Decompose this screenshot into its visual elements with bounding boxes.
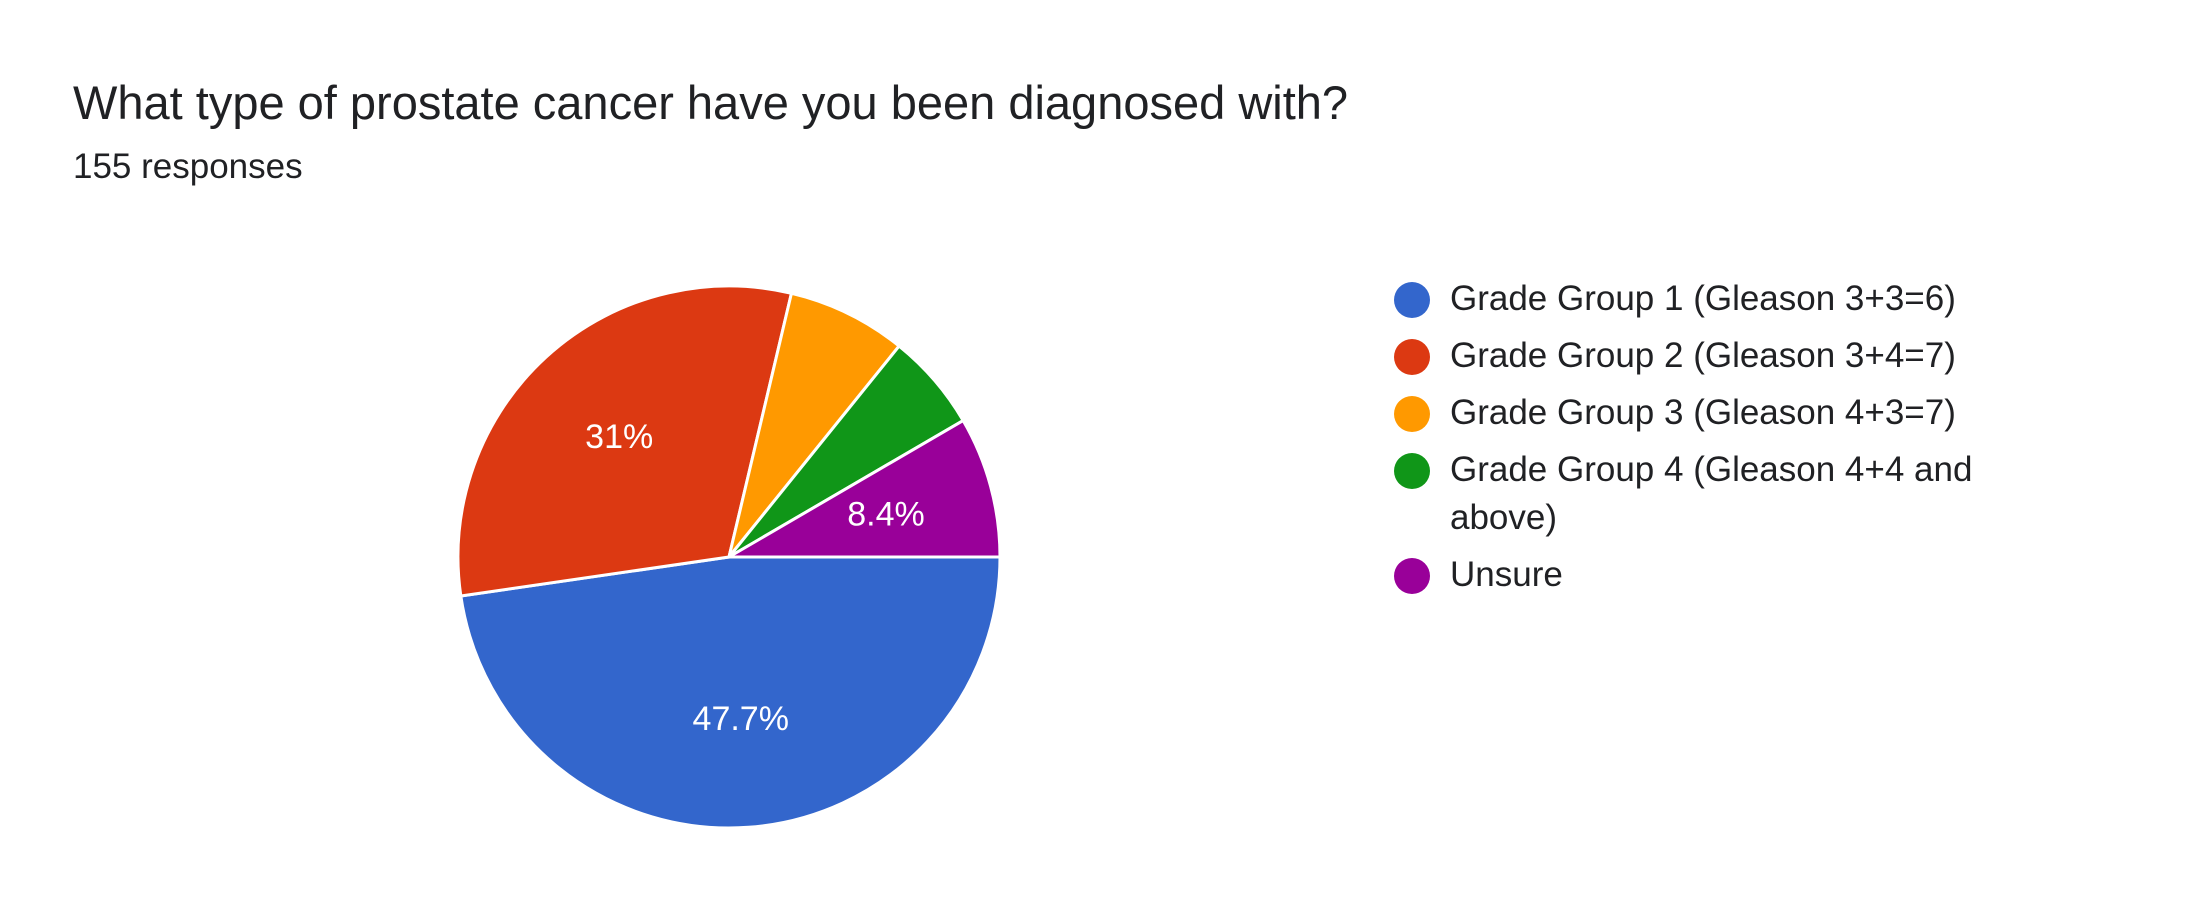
pie-slices: [456, 284, 1002, 830]
pie-slice-2: [456, 284, 793, 598]
legend-item-5: Unsure: [1394, 551, 2074, 599]
legend-swatch-3: [1394, 396, 1430, 432]
chart-title: What type of prostate cancer have you be…: [73, 76, 1349, 129]
pie-slice-1: [459, 555, 1002, 830]
response-count: 155 responses: [73, 147, 303, 186]
pie-slice-label-2: 31%: [585, 418, 653, 456]
legend-swatch-4: [1394, 453, 1430, 489]
legend-label-3: Grade Group 3 (Gleason 4+3=7): [1450, 393, 1956, 432]
legend-label-4: Grade Group 4 (Gleason 4+4 and above): [1450, 450, 1973, 537]
legend-label-5: Unsure: [1450, 555, 1563, 594]
pie-slice-5: [727, 419, 1002, 559]
legend-swatch-2: [1394, 339, 1430, 375]
legend-item-4: Grade Group 4 (Gleason 4+4 and above): [1394, 446, 2074, 542]
legend-label-1: Grade Group 1 (Gleason 3+3=6): [1450, 279, 1956, 318]
legend-label-2: Grade Group 2 (Gleason 3+4=7): [1450, 336, 1956, 375]
pie-slice-label-1: 47.7%: [693, 700, 789, 738]
pie-slice-label-5: 8.4%: [847, 496, 925, 534]
legend-swatch-5: [1394, 558, 1430, 594]
pie-slice-3: [727, 291, 901, 559]
legend: Grade Group 1 (Gleason 3+3=6) Grade Group…: [1394, 275, 2074, 608]
legend-item-2: Grade Group 2 (Gleason 3+4=7): [1394, 332, 2074, 380]
legend-item-3: Grade Group 3 (Gleason 4+3=7): [1394, 389, 2074, 437]
legend-item-1: Grade Group 1 (Gleason 3+3=6): [1394, 275, 2074, 323]
pie-labels: 47.7% 31% 8.4%: [585, 418, 925, 738]
legend-swatch-1: [1394, 282, 1430, 318]
